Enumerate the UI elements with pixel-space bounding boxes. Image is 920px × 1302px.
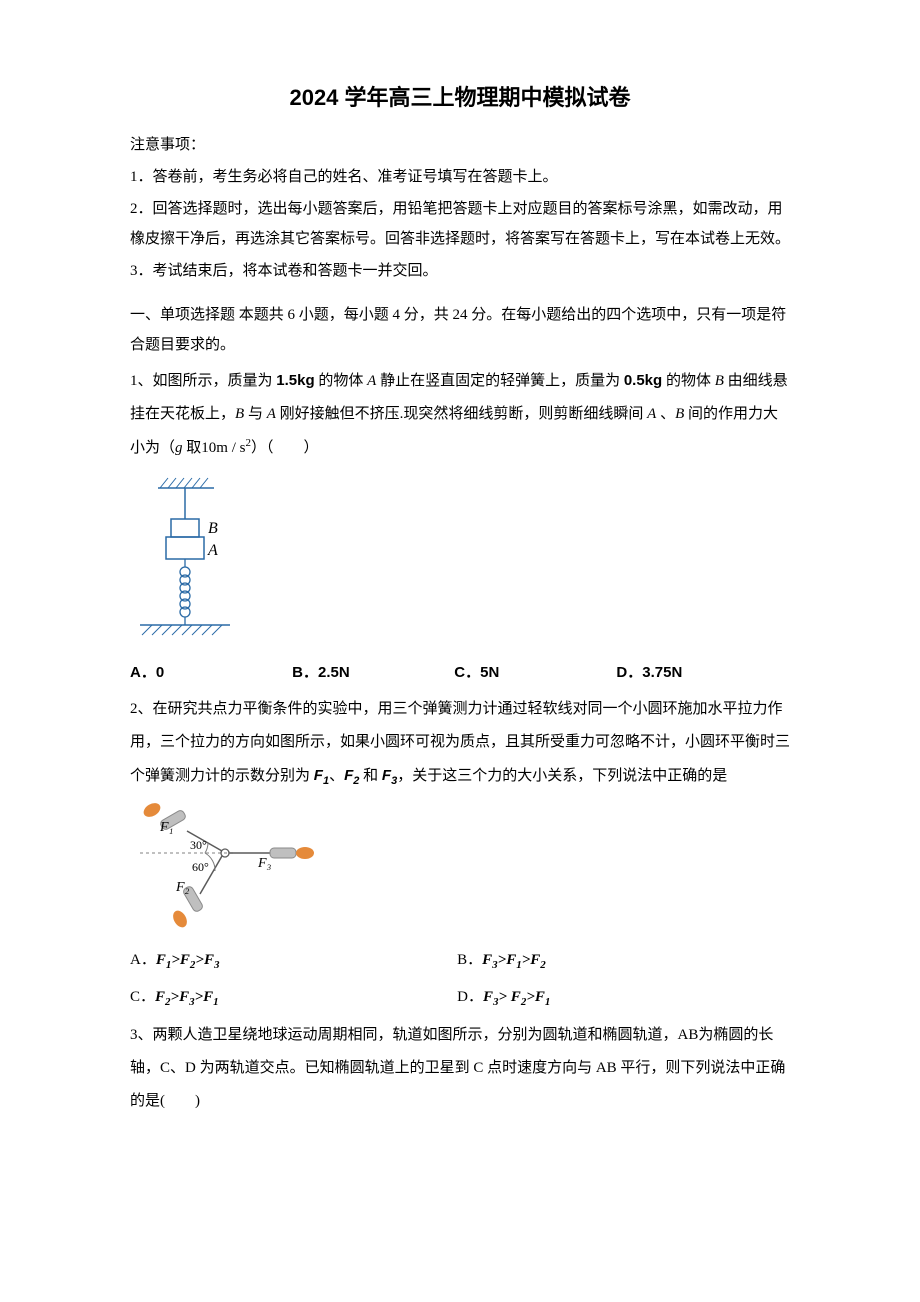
notice-1: 1．答卷前，考生务必将自己的姓名、准考证号填写在答题卡上。 [130, 162, 790, 192]
q2-options: A．F1>F2>F3 B．F3>F1>F2 [130, 944, 790, 977]
q2-label-f3: F₃ [257, 856, 272, 871]
question-1: 1、如图所示，质量为 1.5kg 的物体 A 静止在竖直固定的轻弹簧上，质量为 … [130, 364, 790, 465]
q1-opt-c: C．5N [454, 656, 612, 689]
notice-2: 2．回答选择题时，选出每小题答案后，用铅笔把答题卡上对应题目的答案标号涂黑，如需… [130, 194, 790, 254]
page-title: 2024 学年高三上物理期中模拟试卷 [130, 80, 790, 112]
q2-opt-c: C．F2>F3>F1 [130, 981, 453, 1014]
q2-opt-b: B．F3>F1>F2 [457, 944, 780, 977]
q1-label-a: A [207, 542, 218, 559]
q2-angle-60: 60° [192, 860, 209, 874]
q1-label-b: B [208, 520, 218, 537]
notice-heading: 注意事项： [130, 130, 790, 160]
question-2: 2、在研究共点力平衡条件的实验中，用三个弹簧测力计通过轻软线对同一个小圆环施加水… [130, 693, 790, 793]
q2-opt-d: D．F3> F2>F1 [457, 981, 780, 1014]
q1-opt-a: A．0 [130, 656, 288, 689]
q2-opt-a: A．F1>F2>F3 [130, 944, 453, 977]
q2-label-f2: F₂ [175, 880, 190, 895]
q2-figure: F₃ F₁ F₂ 30° 60° [130, 801, 790, 936]
q1-text: 1、如图所示，质量为 1.5kg 的物体 A 静止在竖直固定的轻弹簧上，质量为 … [130, 373, 788, 456]
q1-opt-b: B．2.5N [292, 656, 450, 689]
notice-3: 3．考试结束后，将本试卷和答题卡一并交回。 [130, 256, 790, 286]
question-3: 3、两颗人造卫星绕地球运动周期相同，轨道如图所示，分别为圆轨道和椭圆轨道，AB为… [130, 1019, 790, 1118]
q2-label-f1: F₁ [159, 820, 173, 835]
q1-opt-d: D．3.75N [616, 656, 774, 689]
q2-angle-30: 30° [190, 838, 207, 852]
q2-options-row2: C．F2>F3>F1 D．F3> F2>F1 [130, 981, 790, 1014]
q1-options: A．0 B．2.5N C．5N D．3.75N [130, 656, 790, 689]
section-1-heading: 一、单项选择题 本题共 6 小题，每小题 4 分，共 24 分。在每小题给出的四… [130, 300, 790, 360]
q1-figure: B A [130, 473, 790, 648]
